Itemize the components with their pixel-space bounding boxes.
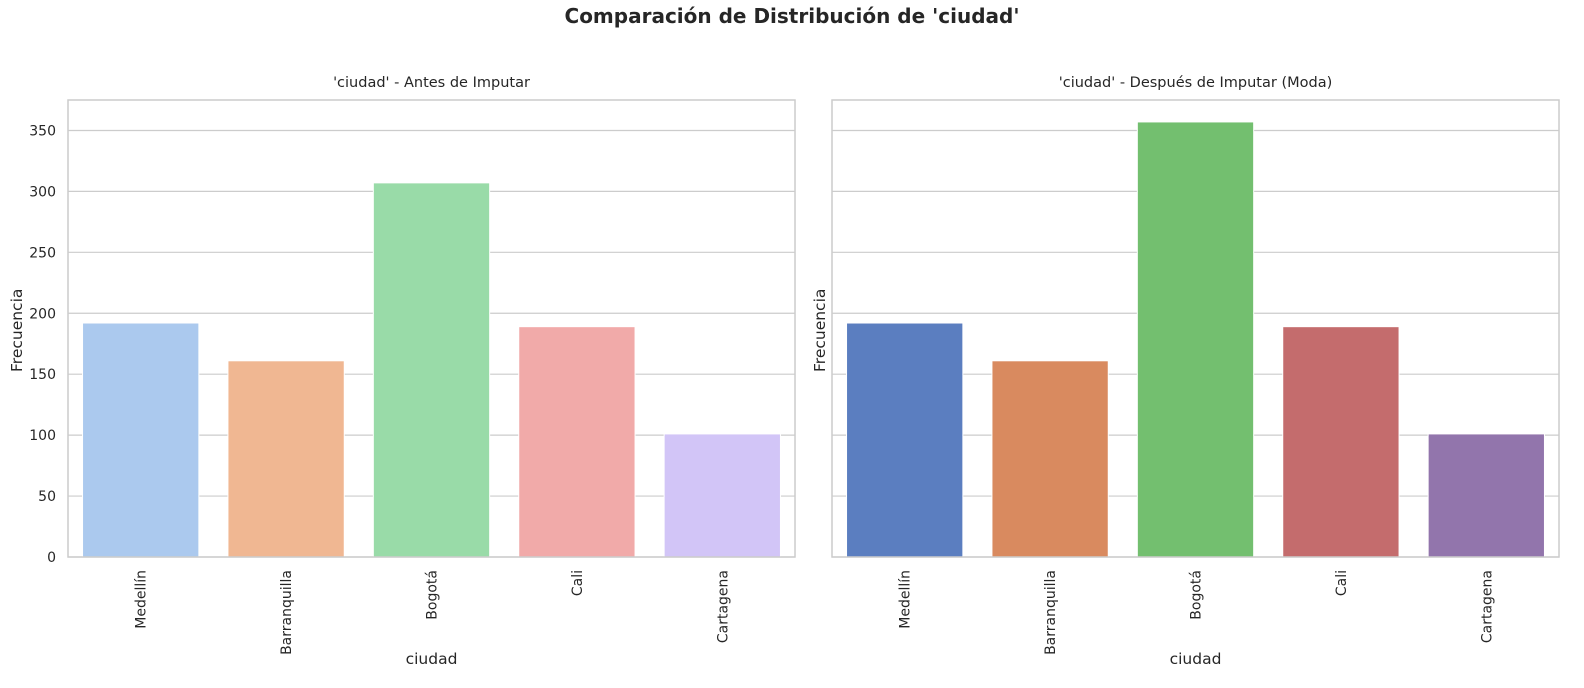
left-x-tick-label: Cali [570, 570, 586, 596]
right-x-tick-label: Cartagena [1479, 570, 1495, 643]
left-y-tick-label: 300 [29, 184, 56, 200]
left-chart: 0 50 100 150 200 250 300 350 Medellín Barranquill… [29, 99, 796, 655]
right-plot-frame [831, 99, 1560, 558]
left-x-tick-label: Medellín [134, 570, 150, 629]
left-x-tick-label: Barranquilla [279, 570, 295, 655]
left-y-tick-label: 100 [29, 428, 56, 444]
right-chart-title: 'ciudad' - Después de Imputar (Moda) [1058, 75, 1333, 91]
right-x-tick-label: Bogotá [1189, 570, 1205, 620]
left-y-tick-label: 250 [29, 245, 56, 261]
right-x-axis-label: ciudad [1169, 650, 1222, 668]
left-y-tick-label: 0 [47, 550, 56, 566]
left-chart-title: 'ciudad' - Antes de Imputar [333, 75, 530, 91]
right-x-tick-label: Medellín [898, 570, 914, 629]
left-y-tick-label: 150 [29, 367, 56, 383]
left-y-tick-label: 350 [29, 123, 56, 139]
left-x-tick-label: Cartagena [715, 570, 731, 643]
right-x-tick-label: Cali [1334, 570, 1350, 596]
right-bar-4 [1427, 433, 1545, 558]
left-y-tick-label: 200 [29, 306, 56, 322]
figure-title: Comparación de Distribución de 'ciudad' [564, 4, 1020, 28]
left-bar-4 [663, 433, 781, 558]
left-x-axis-label: ciudad [405, 650, 458, 668]
left-plot-frame [67, 99, 796, 558]
right-x-tick-label: Barranquilla [1043, 570, 1059, 655]
right-chart: Medellín Barranquilla Bogotá Cali Cartagena [831, 99, 1560, 655]
left-bar-2 [372, 182, 491, 558]
right-bar-3 [1282, 326, 1400, 558]
right-bar-2 [1136, 121, 1255, 558]
right-bar-0 [846, 322, 964, 558]
left-x-tick-label: Bogotá [425, 570, 441, 620]
left-bar-1 [227, 360, 345, 558]
left-bar-3 [518, 326, 636, 558]
right-bar-1 [991, 360, 1109, 558]
left-bar-0 [82, 322, 200, 558]
left-y-tick-label: 50 [38, 489, 56, 505]
